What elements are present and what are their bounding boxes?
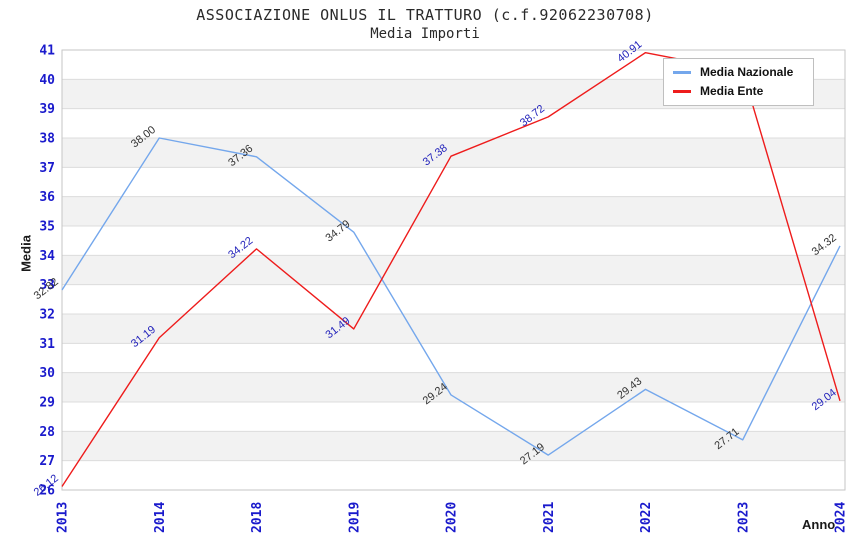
y-tick-label: 40 [39, 73, 55, 88]
x-tick-label: 2021 [542, 502, 557, 533]
plot-band [62, 255, 845, 285]
x-tick-label: 2024 [834, 502, 849, 533]
legend-swatch-media-ente [673, 89, 691, 93]
x-tick-label: 2018 [250, 502, 265, 533]
legend-label-media-nazionale: Media Nazionale [700, 65, 794, 79]
y-axis-title: Media [18, 235, 34, 272]
data-label: 34.32 [810, 232, 839, 258]
x-tick-label: 2022 [639, 502, 654, 533]
x-tick-label: 2020 [445, 502, 460, 533]
plot-band [62, 314, 845, 344]
y-tick-label: 36 [39, 190, 55, 205]
y-tick-label: 27 [39, 454, 55, 469]
plot-band [62, 431, 845, 461]
x-tick-label: 2019 [347, 502, 362, 533]
y-tick-label: 32 [39, 308, 55, 323]
y-tick-label: 31 [39, 337, 55, 352]
y-tick-label: 28 [39, 425, 55, 440]
legend-item-media-nazionale: Media Nazionale [673, 65, 805, 79]
x-axis-title: Anno [802, 517, 836, 532]
plot-border [61, 49, 846, 491]
data-label: 40.91 [615, 39, 644, 65]
y-tick-label: 33 [39, 278, 55, 293]
y-tick-label: 29 [39, 396, 55, 411]
legend-label-media-ente: Media Ente [700, 84, 764, 98]
plot-band [62, 138, 845, 168]
x-tick-label: 2013 [56, 502, 71, 533]
y-tick-label: 26 [39, 484, 55, 499]
line-media-nazionale [61, 137, 841, 456]
y-tick-label: 38 [39, 132, 55, 147]
y-tick-label: 37 [39, 161, 55, 176]
x-tick-label: 2014 [153, 502, 168, 533]
y-tick-label: 41 [39, 44, 55, 59]
plot-band [62, 372, 845, 402]
y-tick-label: 35 [39, 220, 55, 235]
legend-item-media-ente: Media Ente [673, 84, 805, 98]
x-tick-label: 2023 [736, 502, 751, 533]
chart-title: ASSOCIAZIONE ONLUS IL TRATTURO (c.f.9206… [196, 6, 654, 24]
y-tick-label: 30 [39, 366, 55, 381]
chart-subtitle: Media Importi [370, 26, 480, 42]
legend: Media Nazionale Media Ente [663, 58, 814, 106]
y-tick-label: 34 [39, 249, 55, 264]
y-tick-label: 39 [39, 102, 55, 117]
legend-swatch-media-nazionale [673, 70, 691, 74]
plot-band [62, 196, 845, 226]
